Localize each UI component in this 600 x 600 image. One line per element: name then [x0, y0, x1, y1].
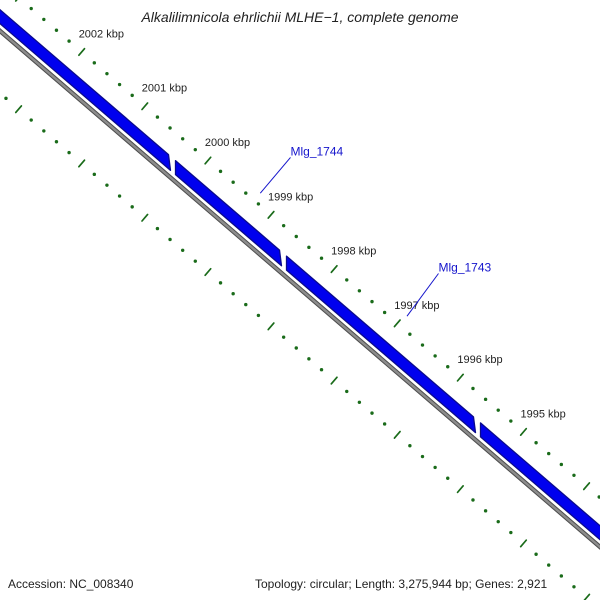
svg-text:2000 kbp: 2000 kbp — [205, 137, 250, 149]
svg-text:Mlg_1744: Mlg_1744 — [291, 144, 344, 158]
svg-text:1999 kbp: 1999 kbp — [268, 191, 313, 203]
svg-text:Mlg_1743: Mlg_1743 — [439, 261, 492, 275]
svg-text:1997 kbp: 1997 kbp — [394, 300, 439, 312]
svg-text:1995 kbp: 1995 kbp — [520, 408, 565, 420]
svg-text:2002 kbp: 2002 kbp — [79, 28, 124, 40]
svg-text:1998 kbp: 1998 kbp — [331, 246, 376, 258]
svg-text:1996 kbp: 1996 kbp — [457, 354, 502, 366]
svg-text:2001 kbp: 2001 kbp — [142, 83, 187, 95]
